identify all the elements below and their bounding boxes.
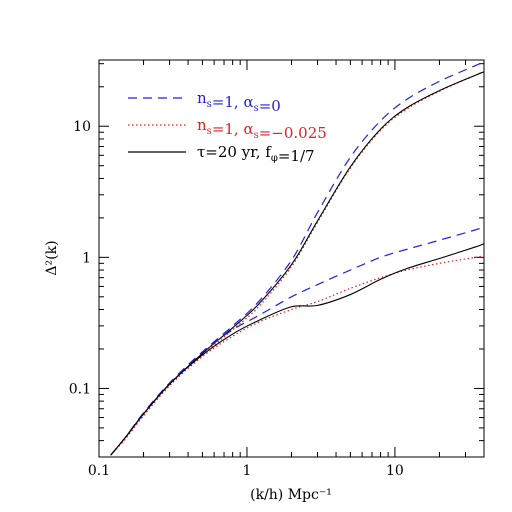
series-line-dashed: [110, 226, 484, 456]
x-tick-label: 1: [242, 463, 251, 479]
series-group: [110, 61, 484, 456]
y-tick-label: 1: [82, 250, 91, 266]
y-axis-label: Δ²(k): [44, 240, 60, 275]
series-line-dotted: [110, 71, 484, 456]
y-tick-label: 10: [73, 119, 91, 135]
axis-ticks: [98, 60, 485, 458]
y-tick-label: 0.1: [69, 381, 91, 397]
legend-label: ns=1, αs=0: [197, 89, 281, 115]
x-axis-label: (k/h) Mpc⁻¹: [250, 487, 332, 503]
tick-labels: 0.1 1 10 0.1 1 10: [69, 119, 404, 479]
legend-label: τ=20 yr, fφ=1/7: [197, 143, 315, 165]
x-tick-label: 10: [386, 463, 404, 479]
x-tick-label: 0.1: [88, 463, 110, 479]
legend-label: ns=1, αs=−0.025: [197, 116, 327, 142]
series-line-solid: [110, 243, 484, 456]
series-line-dotted: [110, 255, 484, 456]
